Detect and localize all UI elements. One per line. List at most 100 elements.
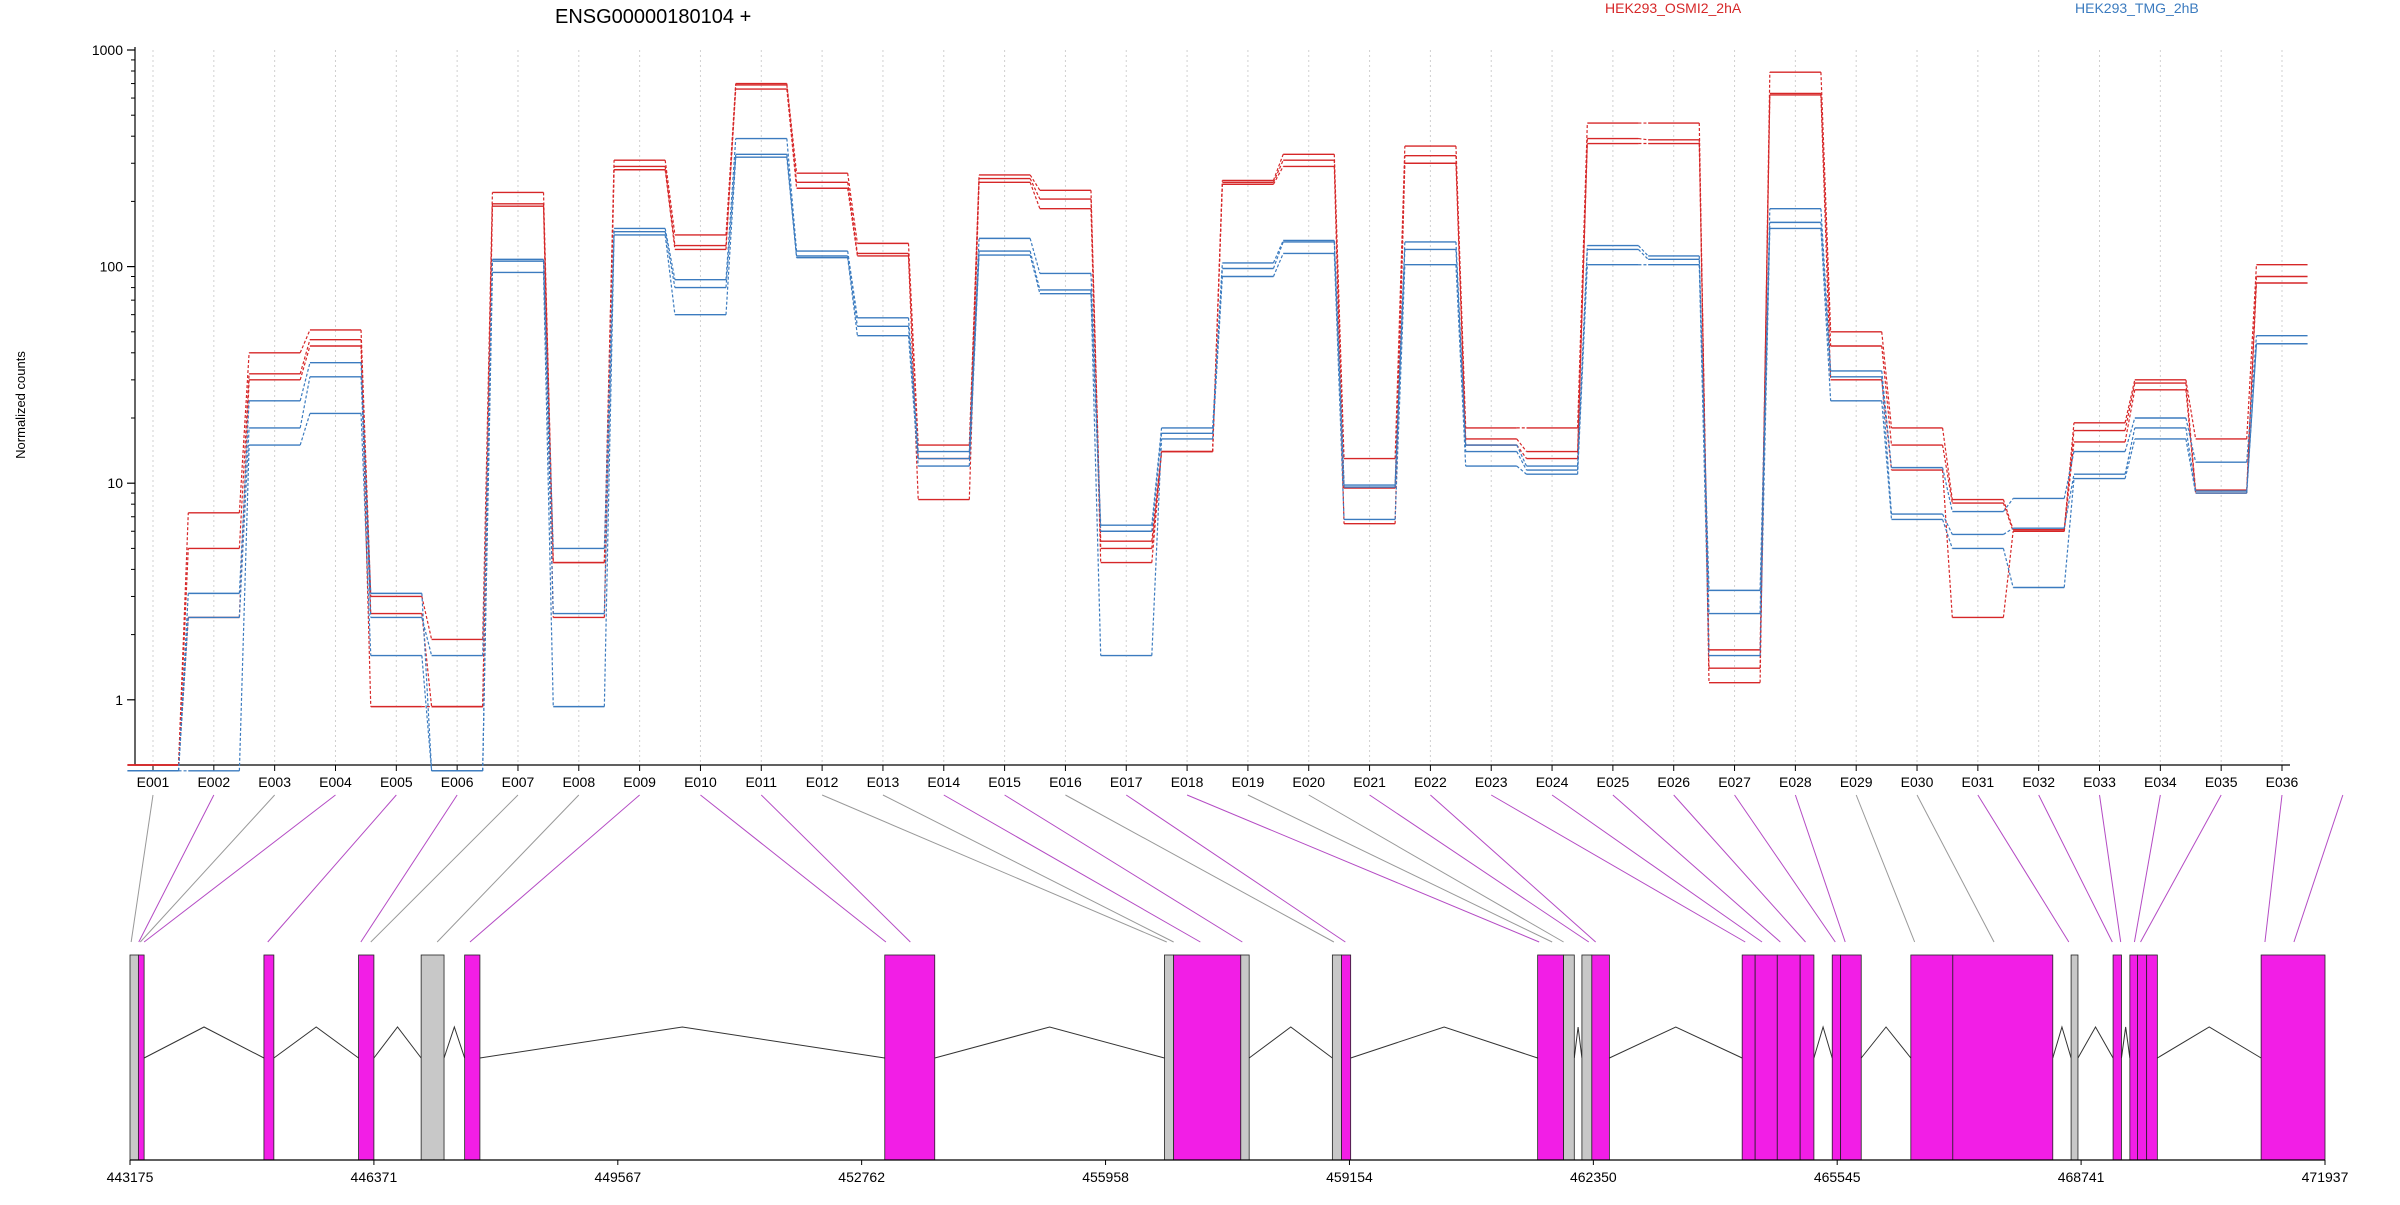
intron-line: [1860, 1026, 1912, 1059]
series-transition: [1394, 264, 1406, 520]
series-transition: [238, 373, 250, 549]
exon-block: [1776, 954, 1801, 1161]
series-transition: [786, 89, 798, 189]
y-tick-label: 1000: [92, 42, 123, 58]
series-transition: [1212, 184, 1223, 452]
series-transition: [1941, 467, 1953, 512]
series-transition: [238, 400, 250, 594]
series-transition: [1637, 245, 1649, 257]
series-transition: [1151, 433, 1163, 532]
x-tick-label: E019: [1232, 774, 1265, 790]
exon-connector: [360, 794, 458, 943]
exon-connector: [1308, 794, 1564, 943]
series-transition: [1942, 519, 1953, 549]
genome-tick-label: 462350: [1570, 1169, 1617, 1185]
series-transition: [1212, 268, 1223, 434]
series-transition: [421, 596, 433, 640]
series-transition: [2124, 438, 2136, 479]
x-tick-label: E034: [2144, 774, 2177, 790]
x-tick-label: E015: [988, 774, 1021, 790]
x-tick-label: E007: [502, 774, 535, 790]
exon-connector: [2264, 794, 2283, 943]
series-transition: [1272, 154, 1284, 181]
exon-connector: [821, 794, 1167, 943]
series-transition: [238, 445, 250, 771]
exon-connector: [1369, 794, 1590, 943]
series-transition: [482, 272, 494, 771]
series-transition: [482, 261, 494, 656]
intron-line: [1813, 1025, 1833, 1059]
exon-block: [263, 954, 275, 1161]
exon-connector: [138, 794, 215, 943]
series-transition: [2185, 427, 2197, 492]
series-transition: [847, 250, 858, 318]
exon-connector: [1430, 794, 1596, 943]
series-transition: [664, 231, 676, 288]
series-transition: [1941, 427, 1953, 500]
exon-connector: [882, 794, 1174, 943]
series-transition: [1029, 238, 1041, 274]
exon-connector: [1247, 794, 1553, 943]
genome-tick-label: 468741: [2058, 1169, 2105, 1185]
series-line: [127, 88, 2308, 766]
intron-line: [273, 1026, 359, 1059]
series-transition: [1029, 178, 1041, 200]
x-tick-label: E004: [319, 774, 352, 790]
exon-block: [2260, 954, 2326, 1161]
exon-block: [1164, 954, 1175, 1161]
series-transition: [1516, 444, 1528, 467]
series-transition: [1820, 222, 1832, 377]
exon-connector: [143, 794, 336, 943]
exon-connector: [436, 794, 580, 943]
series-transition: [1272, 166, 1284, 185]
series-transition: [177, 617, 189, 771]
exon-connector: [370, 794, 519, 943]
x-tick-label: E020: [1292, 774, 1325, 790]
exon-block: [1591, 954, 1610, 1161]
x-tick-label: E008: [562, 774, 595, 790]
series-transition: [1577, 123, 1588, 428]
x-tick-label: E026: [1657, 774, 1690, 790]
series-line: [127, 84, 2308, 766]
exon-connector: [267, 794, 397, 943]
exon-block: [420, 954, 445, 1161]
genome-tick-label: 443175: [107, 1169, 154, 1185]
series-transition: [907, 317, 919, 452]
series-transition: [786, 157, 798, 258]
series-transition: [968, 174, 980, 446]
series-line: [127, 156, 2308, 772]
legend-entry-tmg: HEK293_TMG_2hB: [2075, 0, 2199, 16]
series-transition: [1272, 240, 1284, 264]
exon-block: [1840, 954, 1862, 1161]
series-transition: [1455, 163, 1467, 446]
x-tick-label: E033: [2083, 774, 2116, 790]
series-transition: [1029, 250, 1041, 291]
exon-block: [1910, 954, 1954, 1161]
x-tick-label: E028: [1779, 774, 1812, 790]
x-tick-label: E017: [1110, 774, 1143, 790]
genome-tick-label: 471937: [2302, 1169, 2349, 1185]
series-transition: [725, 138, 737, 280]
series-transition: [482, 192, 494, 640]
x-tick-label: E021: [1353, 774, 1386, 790]
series-transition: [2003, 527, 2014, 535]
series-transition: [1516, 465, 1527, 475]
exon-connector: [1551, 794, 1763, 943]
intron-line: [2052, 1025, 2072, 1059]
exon-block: [1952, 954, 2054, 1161]
series-transition: [238, 427, 250, 618]
exon-connector: [2038, 794, 2113, 943]
series-transition: [2063, 478, 2075, 588]
series-transition: [360, 413, 372, 656]
series-transition: [1820, 94, 1832, 380]
x-tick-label: E014: [927, 774, 960, 790]
exon-block: [1799, 954, 1815, 1161]
exon-block: [2070, 954, 2079, 1161]
series-transition: [542, 259, 554, 549]
intron-line: [1248, 1026, 1333, 1059]
exon-connector: [1186, 794, 1540, 943]
series-transition: [2185, 438, 2197, 494]
x-tick-label: E025: [1597, 774, 1630, 790]
exon-connector: [2099, 794, 2122, 943]
